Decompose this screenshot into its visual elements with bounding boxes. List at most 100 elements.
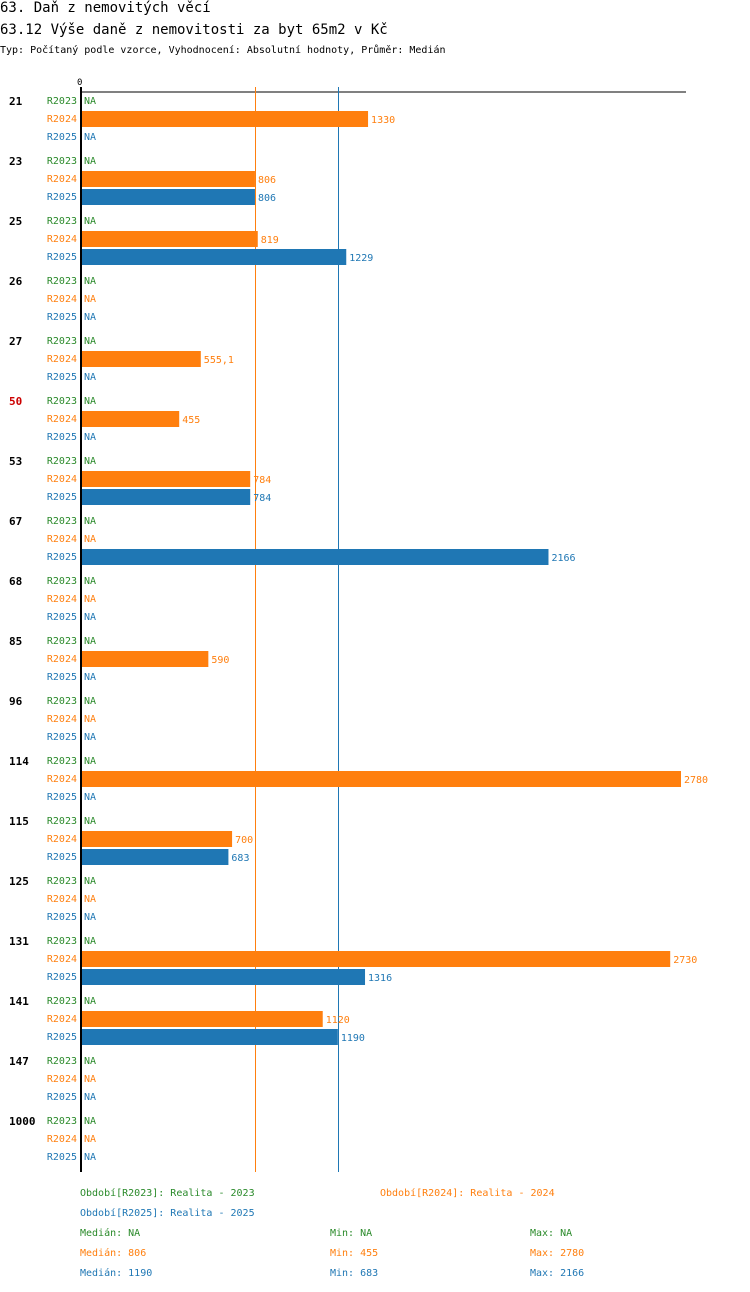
na-label-131-r2023: NA <box>84 936 96 947</box>
series-label-125-r2025: R2025 <box>47 912 77 923</box>
category-label-131: 131 <box>9 935 29 948</box>
bar-131-r2024 <box>81 951 671 967</box>
series-label-23-r2023: R2023 <box>47 156 77 167</box>
value-label-85-r2024: 590 <box>211 655 229 666</box>
series-label-125-r2023: R2023 <box>47 876 77 887</box>
value-label-23-r2025: 806 <box>258 193 276 204</box>
series-label-27-r2023: R2023 <box>47 336 77 347</box>
stat-r2023-min: Min: NA <box>330 1228 373 1239</box>
bar-67-r2025 <box>81 549 549 565</box>
na-label-125-r2025: NA <box>84 912 96 923</box>
series-label-67-r2025: R2025 <box>47 552 77 563</box>
value-label-21-r2024: 1330 <box>371 115 395 126</box>
series-label-68-r2025: R2025 <box>47 612 77 623</box>
bar-23-r2024 <box>81 171 255 187</box>
na-label-141-r2023: NA <box>84 996 96 1007</box>
value-label-141-r2025: 1190 <box>341 1033 365 1044</box>
value-label-115-r2024: 700 <box>235 835 253 846</box>
series-label-25-r2025: R2025 <box>47 252 77 263</box>
category-label-26: 26 <box>9 275 23 288</box>
series-label-26-r2023: R2023 <box>47 276 77 287</box>
na-label-68-r2024: NA <box>84 594 96 605</box>
series-label-50-r2024: R2024 <box>47 414 77 425</box>
stat-r2024-max: Max: 2780 <box>530 1248 585 1259</box>
bar-25-r2024 <box>81 231 258 247</box>
series-label-131-r2023: R2023 <box>47 936 77 947</box>
series-label-27-r2025: R2025 <box>47 372 77 383</box>
series-label-23-r2025: R2025 <box>47 192 77 203</box>
stat-r2025-max: Max: 2166 <box>530 1268 585 1279</box>
bar-chart: 0 21 R2023 NA R2024 1330 R2025 NA 23 R2023 NA R2024… <box>9 78 708 1172</box>
series-label-21-r2025: R2025 <box>47 132 77 143</box>
value-label-53-r2024: 784 <box>253 475 271 486</box>
na-label-147-r2023: NA <box>84 1056 96 1067</box>
series-label-53-r2023: R2023 <box>47 456 77 467</box>
stat-r2023-max: Max: NA <box>530 1228 573 1239</box>
stat-r2024-min: Min: 455 <box>330 1248 379 1259</box>
category-label-96: 96 <box>9 695 23 708</box>
series-label-23-r2024: R2024 <box>47 174 77 185</box>
value-label-50-r2024: 455 <box>182 415 200 426</box>
na-label-23-r2023: NA <box>84 156 96 167</box>
series-label-21-r2024: R2024 <box>47 114 77 125</box>
bar-53-r2025 <box>81 489 251 505</box>
na-label-96-r2025: NA <box>84 732 96 743</box>
category-label-114: 114 <box>9 755 29 768</box>
na-label-115-r2023: NA <box>84 816 96 827</box>
stat-r2025-min: Min: 683 <box>330 1268 379 1279</box>
bar-114-r2024 <box>81 771 681 787</box>
series-label-50-r2025: R2025 <box>47 432 77 443</box>
series-label-114-r2023: R2023 <box>47 756 77 767</box>
na-label-53-r2023: NA <box>84 456 96 467</box>
series-label-96-r2025: R2025 <box>47 732 77 743</box>
series-label-25-r2024: R2024 <box>47 234 77 245</box>
na-label-96-r2024: NA <box>84 714 96 725</box>
series-label-53-r2024: R2024 <box>47 474 77 485</box>
series-label-1000-r2024: R2024 <box>47 1134 77 1145</box>
series-label-50-r2023: R2023 <box>47 396 77 407</box>
na-label-147-r2025: NA <box>84 1092 96 1103</box>
series-label-141-r2023: R2023 <box>47 996 77 1007</box>
series-label-27-r2024: R2024 <box>47 354 77 365</box>
series-label-85-r2023: R2023 <box>47 636 77 647</box>
bar-25-r2025 <box>81 249 347 265</box>
chart-title: 63. Daň z nemovitých věcí <box>0 0 211 16</box>
series-label-114-r2024: R2024 <box>47 774 77 785</box>
series-label-147-r2024: R2024 <box>47 1074 77 1085</box>
series-label-131-r2025: R2025 <box>47 972 77 983</box>
category-label-53: 53 <box>9 455 22 468</box>
category-label-27: 27 <box>9 335 22 348</box>
value-label-27-r2024: 555,1 <box>204 355 234 366</box>
value-label-53-r2025: 784 <box>253 493 271 504</box>
series-label-125-r2024: R2024 <box>47 894 77 905</box>
bar-115-r2024 <box>81 831 233 847</box>
na-label-50-r2025: NA <box>84 432 96 443</box>
na-label-25-r2023: NA <box>84 216 96 227</box>
value-label-131-r2024: 2730 <box>673 955 697 966</box>
na-label-68-r2025: NA <box>84 612 96 623</box>
series-label-147-r2023: R2023 <box>47 1056 77 1067</box>
na-label-27-r2023: NA <box>84 336 96 347</box>
bar-141-r2025 <box>81 1029 338 1045</box>
na-label-68-r2023: NA <box>84 576 96 587</box>
legend-r2023: Období[R2023]: Realita - 2023 <box>80 1188 255 1199</box>
axis-zero-label: 0 <box>77 78 82 88</box>
series-label-85-r2024: R2024 <box>47 654 77 665</box>
chart-subtitle: 63.12 Výše daně z nemovitosti za byt 65m… <box>0 22 388 38</box>
na-label-1000-r2024: NA <box>84 1134 96 1145</box>
series-label-115-r2024: R2024 <box>47 834 77 845</box>
series-label-96-r2024: R2024 <box>47 714 77 725</box>
bar-85-r2024 <box>81 651 209 667</box>
category-label-85: 85 <box>9 635 22 648</box>
series-label-141-r2025: R2025 <box>47 1032 77 1043</box>
bar-50-r2024 <box>81 411 180 427</box>
bar-131-r2025 <box>81 969 366 985</box>
series-label-131-r2024: R2024 <box>47 954 77 965</box>
series-label-1000-r2023: R2023 <box>47 1116 77 1127</box>
na-label-21-r2025: NA <box>84 132 96 143</box>
stat-r2023-median: Medián: NA <box>80 1228 141 1239</box>
series-label-147-r2025: R2025 <box>47 1092 77 1103</box>
legend-r2024: Období[R2024]: Realita - 2024 <box>380 1188 555 1199</box>
category-label-25: 25 <box>9 215 22 228</box>
series-label-26-r2025: R2025 <box>47 312 77 323</box>
